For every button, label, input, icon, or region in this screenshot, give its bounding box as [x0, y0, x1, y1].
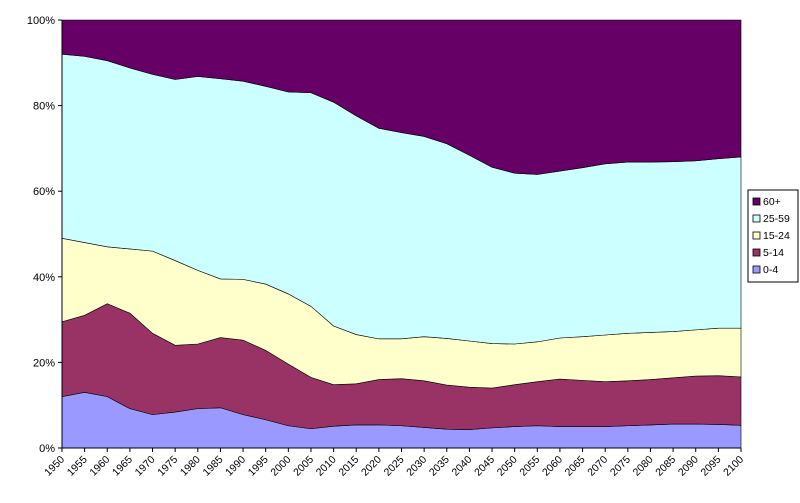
- x-tick-label: 2000: [268, 454, 293, 479]
- x-tick-label: 2050: [495, 454, 520, 479]
- x-tick-label: 1975: [155, 454, 180, 479]
- x-tick-label: 2075: [608, 454, 633, 479]
- x-tick-label: 1960: [87, 454, 112, 479]
- x-tick-label: 2045: [472, 454, 497, 479]
- x-tick-label: 2100: [721, 454, 746, 479]
- area-series-60plus: [61, 19, 742, 175]
- x-tick-label: 2005: [291, 454, 316, 479]
- legend-label-5-14: 5-14: [763, 247, 784, 259]
- y-tick-label: 100%: [27, 15, 55, 27]
- legend-label-60plus: 60+: [763, 196, 781, 208]
- areas-layer: [61, 19, 742, 449]
- legend-swatch-15-24: [752, 231, 761, 240]
- x-tick-label: 1965: [110, 454, 135, 479]
- x-tick-label: 2060: [540, 454, 565, 479]
- x-tick-label: 2030: [404, 454, 429, 479]
- x-tick-label: 2035: [427, 454, 452, 479]
- x-tick-label: 2080: [631, 454, 656, 479]
- x-tick-label: 2085: [653, 454, 678, 479]
- x-tick-label: 1950: [42, 454, 67, 479]
- legend-label-15-24: 15-24: [763, 230, 790, 242]
- y-tick-label: 60%: [33, 186, 55, 198]
- y-tick-label: 80%: [33, 101, 55, 113]
- legend-swatch-0-4: [752, 265, 761, 274]
- legend-swatch-5-14: [752, 248, 761, 257]
- x-tick-label: 2065: [563, 454, 588, 479]
- x-tick-label: 2055: [517, 454, 542, 479]
- x-tick-label: 1970: [133, 454, 158, 479]
- x-tick-label: 2040: [450, 454, 475, 479]
- x-tick-label: 2015: [336, 454, 361, 479]
- x-tick-label: 1990: [223, 454, 248, 479]
- x-tick-label: 1995: [246, 454, 271, 479]
- x-tick-label: 2090: [676, 454, 701, 479]
- legend-swatch-60plus: [752, 197, 761, 206]
- x-tick-label: 1955: [65, 454, 90, 479]
- x-tick-label: 2020: [359, 454, 384, 479]
- y-tick-label: 0%: [39, 443, 55, 455]
- legend: 60+ 25-59 15-24 5-14 0-4: [747, 189, 799, 283]
- x-tick-label: 2025: [382, 454, 407, 479]
- y-tick-label: 20%: [33, 357, 55, 369]
- legend-label-0-4: 0-4: [763, 264, 778, 276]
- legend-label-25-59: 25-59: [763, 213, 790, 225]
- x-tick-label: 1980: [178, 454, 203, 479]
- x-tick-label: 2095: [698, 454, 723, 479]
- x-tick-label: 2070: [585, 454, 610, 479]
- x-tick-label: 1985: [201, 454, 226, 479]
- legend-swatch-25-59: [752, 214, 761, 223]
- x-tick-label: 2010: [314, 454, 339, 479]
- y-tick-label: 40%: [33, 272, 55, 284]
